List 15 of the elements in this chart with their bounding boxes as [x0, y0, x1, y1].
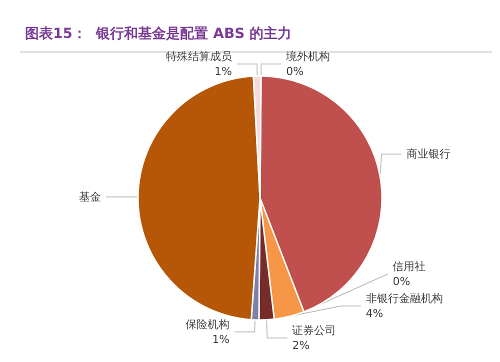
text: 0% — [392, 275, 410, 288]
category-label: 境外机构 — [286, 50, 330, 64]
data-label: 1% — [212, 332, 230, 346]
slice-label: 非银行金融机构 — [366, 292, 443, 305]
category-label: 信用社 — [392, 260, 426, 273]
slice-label: 商业银行 — [406, 148, 451, 161]
chart-title: 图表15： 银行和基金是配置 ABS 的主力 — [25, 25, 292, 42]
text: 0% — [286, 65, 304, 78]
data-label: 4% — [366, 307, 384, 320]
data-label: 1% — [214, 65, 232, 78]
data-label: 2% — [292, 339, 310, 352]
slice-label: 特殊结算成员 — [166, 50, 232, 64]
slice-label: 证券公司 — [292, 324, 336, 337]
slice-label: 基金 — [79, 190, 102, 204]
slice-label: 保险机构 — [186, 318, 230, 331]
